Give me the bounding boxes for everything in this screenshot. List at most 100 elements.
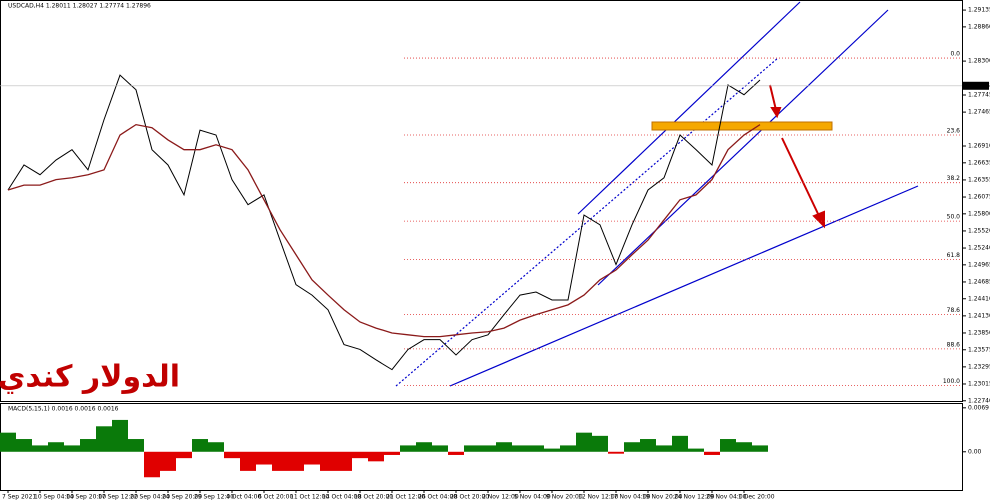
x-tick-label: 29 Nov 04:00 <box>706 494 747 501</box>
macd-bar <box>640 439 656 452</box>
y-tick-label: 1.28300 <box>968 58 990 65</box>
x-tick-label: 9 Nov 20:00 <box>546 494 583 501</box>
y-tick-label: 1.24130 <box>968 312 990 319</box>
fib-label: 78.6 <box>947 307 961 314</box>
macd-bar <box>96 426 112 452</box>
macd-bar <box>304 451 320 465</box>
y-tick-label: 1.23015 <box>968 380 990 387</box>
main-panel <box>0 0 963 402</box>
macd-bar <box>336 451 352 471</box>
macd-bar <box>176 451 192 459</box>
macd-bar <box>256 451 272 465</box>
macd-bar <box>704 451 720 455</box>
macd-bar <box>352 451 368 459</box>
macd-bar <box>192 439 208 452</box>
y-tick-label: 1.25240 <box>968 245 990 252</box>
fib-label: 61.8 <box>947 252 961 259</box>
macd-bar <box>48 442 64 452</box>
macd-bar <box>496 442 512 452</box>
y-tick-label: 1.27465 <box>968 109 990 116</box>
x-tick-label: 29 Sep 12:00 <box>194 494 234 501</box>
x-tick-label: 24 Nov 12:00 <box>674 494 715 501</box>
y-tick-label: 1.24965 <box>968 261 990 268</box>
y-tick-label: 1.24410 <box>968 295 990 302</box>
fib-label: 23.6 <box>947 128 961 135</box>
macd-bar <box>208 442 224 452</box>
macd-bar <box>464 445 480 452</box>
x-tick-label: 7 Sep 2021 <box>2 494 36 501</box>
x-tick-label: 26 Oct 04:00 <box>418 494 457 501</box>
macd-bar <box>160 451 176 471</box>
macd-bar <box>512 445 528 452</box>
macd-bar <box>576 432 592 452</box>
x-tick-label: 19 Nov 20:00 <box>642 494 683 501</box>
chart-title: USDCAD,H4 1.28011 1.28027 1.27774 1.2789… <box>8 3 151 10</box>
macd-title: MACD(5,15,1) 0.0016 0.0016 0.0016 <box>8 406 119 413</box>
macd-bar <box>112 419 128 452</box>
macd-bar <box>16 439 32 452</box>
macd-bar <box>80 439 96 452</box>
last-price-label: 1.27896 <box>965 82 990 89</box>
channel-line <box>577 1 801 215</box>
channel-line <box>597 9 889 286</box>
arrows <box>769 84 825 229</box>
trend-line <box>449 185 919 387</box>
macd-bar <box>608 451 624 454</box>
macd-bar <box>224 451 240 459</box>
x-tick-label: 22 Sep 04:00 <box>130 494 170 501</box>
x-tick-label: 28 Oct 20:00 <box>450 494 489 501</box>
y-tick-label: 1.25520 <box>968 227 990 234</box>
y-tick-label: 1.26075 <box>968 194 990 201</box>
macd-bar <box>720 439 736 452</box>
macd-bar <box>128 439 144 452</box>
watermark: الدولار كندي <box>0 360 180 395</box>
macd-bar <box>416 442 432 452</box>
x-tick-label: 10 Sep 04:00 <box>34 494 74 501</box>
y-tick-label: 1.26635 <box>968 159 990 166</box>
macd-bar <box>480 445 496 452</box>
fib-label: 88.6 <box>947 341 961 348</box>
macd-bar <box>384 451 400 455</box>
x-tick-label: 2 Nov 12:00 <box>482 494 519 501</box>
y-tick-label: 1.23575 <box>968 346 990 353</box>
macd-bar <box>432 445 448 452</box>
fib-label: 100.0 <box>943 378 960 385</box>
x-tick-label: 17 Sep 12:00 <box>98 494 138 501</box>
y-tick-label: 1.27745 <box>968 92 990 99</box>
macd-bar <box>144 451 160 478</box>
macd-bar <box>624 442 640 452</box>
macd-bar <box>320 451 336 471</box>
macd-bar <box>0 432 16 452</box>
x-tick-label: 12 Nov 12:00 <box>578 494 619 501</box>
macd-bar <box>672 435 688 452</box>
drawings <box>395 1 919 387</box>
y-tick-label: 1.26910 <box>968 143 990 150</box>
macd-bar <box>560 445 576 452</box>
x-tick-label: 4 Oct 04:00 <box>226 494 261 501</box>
arrowhead <box>770 107 782 119</box>
fib-label: 0.0 <box>950 51 960 58</box>
x-tick-label: 1 Dec 20:00 <box>738 494 775 501</box>
macd-bar <box>272 451 288 471</box>
x-tick-label: 18 Oct 20:00 <box>354 494 393 501</box>
x-tick-label: 14 Oct 04:00 <box>322 494 361 501</box>
y-tick-label: 1.29135 <box>968 7 990 14</box>
macd-bar <box>448 451 464 455</box>
y-tick-label: 0.00 <box>968 448 982 455</box>
y-tick-label: 0.0069 <box>968 404 989 411</box>
y-tick-label: 1.28860 <box>968 23 990 30</box>
arrow <box>769 84 777 111</box>
y-tick-label: 1.23850 <box>968 329 990 336</box>
x-tick-label: 14 Sep 20:00 <box>66 494 106 501</box>
channel-mid <box>395 57 779 387</box>
macd-bar <box>752 445 768 452</box>
macd-bar <box>688 448 704 452</box>
x-tick-label: 5 Nov 04:00 <box>514 494 551 501</box>
price-line <box>7 123 761 338</box>
macd-bar <box>64 445 80 452</box>
macd-bar <box>32 445 48 452</box>
x-tick-label: 11 Oct 12:00 <box>290 494 329 501</box>
x-tick-label: 24 Sep 20:00 <box>162 494 202 501</box>
